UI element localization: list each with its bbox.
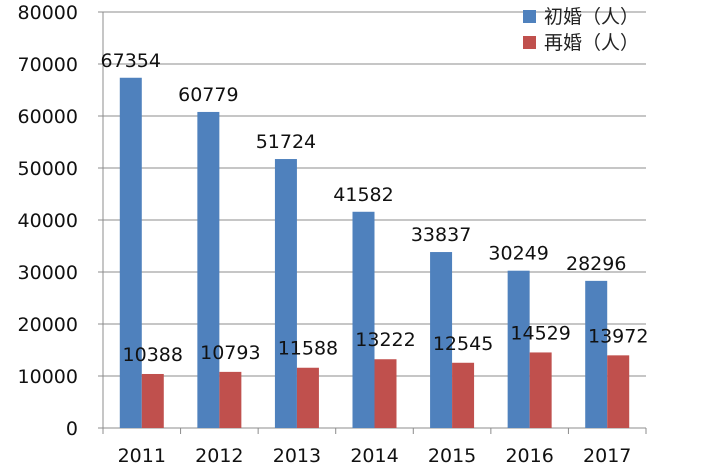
data-label: 10793: [200, 342, 260, 364]
y-axis-tick-label: 30000: [18, 262, 78, 284]
bar-first-marriage: [119, 77, 142, 428]
data-label: 14529: [510, 322, 570, 344]
y-axis-tick-label: 0: [66, 418, 78, 440]
x-axis-tick-label: 2014: [350, 445, 398, 467]
x-axis-tick-label: 2015: [428, 445, 476, 467]
legend-swatch: [523, 36, 536, 49]
y-axis-tick-label: 70000: [18, 54, 78, 76]
y-axis-tick-label: 40000: [18, 210, 78, 232]
legend-swatch: [523, 10, 536, 23]
bar-first-marriage: [507, 270, 530, 428]
data-label: 30249: [488, 243, 548, 265]
bars: [119, 77, 630, 428]
data-label: 67354: [101, 50, 161, 72]
data-label: 33837: [411, 224, 471, 246]
bar-remarriage: [529, 352, 552, 428]
bar-remarriage: [219, 371, 242, 428]
y-axis-tick-label: 80000: [18, 2, 78, 24]
data-label: 12545: [433, 333, 493, 355]
bar-first-marriage: [352, 211, 375, 428]
data-label: 13222: [355, 329, 415, 351]
legend-label: 初婚（人）: [544, 6, 639, 28]
x-axis-tick-labels: 2011 2012 2013 2014 2015 2016 2017: [118, 445, 632, 467]
data-label: 13972: [588, 325, 648, 347]
x-axis-tick-label: 2013: [273, 445, 321, 467]
x-axis-tick-label: 2012: [195, 445, 243, 467]
data-label: 11588: [278, 338, 338, 360]
y-axis-tick-label: 60000: [18, 106, 78, 128]
axes: [98, 11, 647, 434]
bar-first-marriage: [430, 252, 453, 428]
bar-remarriage: [452, 362, 475, 428]
bar-remarriage: [296, 367, 319, 428]
bar-first-marriage: [274, 159, 297, 428]
data-label: 60779: [178, 84, 238, 106]
bar-remarriage: [141, 373, 164, 428]
y-axis-tick-labels: 0 10000 20000 30000 40000 50000 60000 70000 8000…: [18, 2, 78, 440]
y-axis-tick-label: 20000: [18, 314, 78, 336]
x-axis-tick-label: 2016: [505, 445, 553, 467]
data-labels: 67354 10388 60779 10793 51724 11588 41582 13222…: [101, 50, 649, 366]
bar-first-marriage: [585, 280, 608, 428]
legend: 初婚（人） 再婚（人）: [523, 6, 639, 54]
x-axis-tick-label: 2017: [583, 445, 631, 467]
data-label: 28296: [566, 253, 626, 275]
bar-first-marriage: [197, 111, 220, 428]
y-axis-tick-label: 50000: [18, 158, 78, 180]
x-axis-tick-label: 2011: [118, 445, 166, 467]
bar-remarriage: [607, 355, 630, 428]
data-label: 41582: [333, 184, 393, 206]
y-axis-tick-label: 10000: [18, 366, 78, 388]
bar-remarriage: [374, 359, 397, 428]
data-label: 51724: [256, 131, 316, 153]
data-label: 10388: [123, 344, 183, 366]
legend-label: 再婚（人）: [544, 32, 639, 54]
